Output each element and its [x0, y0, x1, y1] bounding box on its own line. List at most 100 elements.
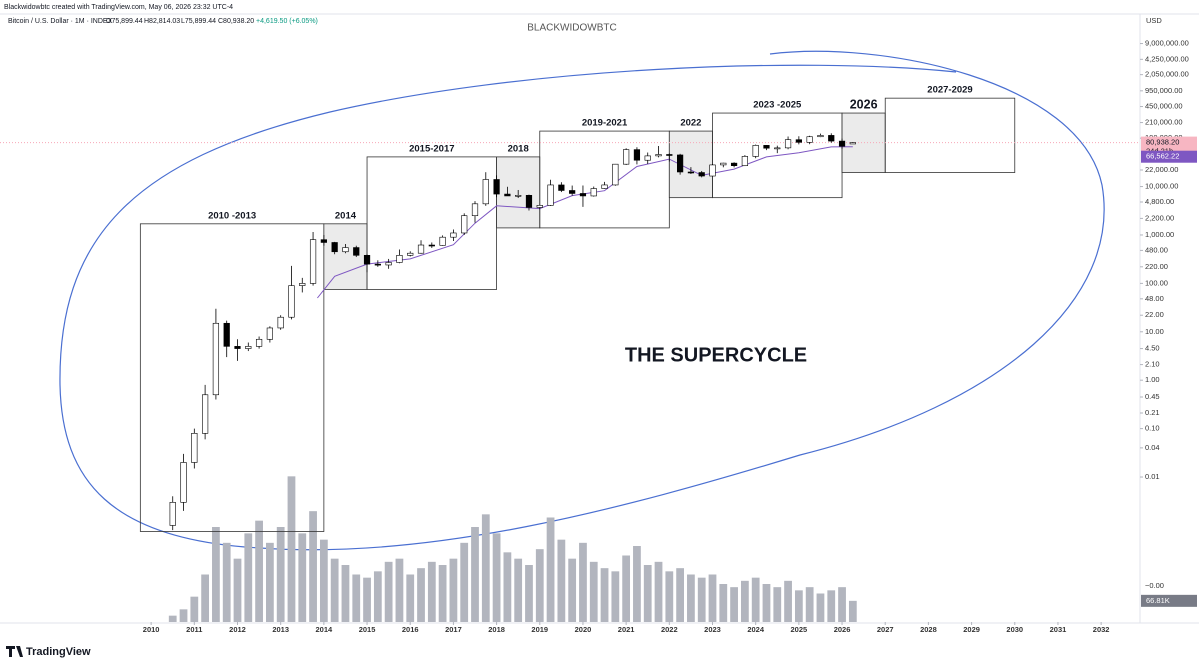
period-label: 2015-2017 — [409, 143, 454, 154]
candle-body — [396, 255, 403, 263]
candle-body — [579, 193, 587, 197]
x-tick-label: 2017 — [445, 625, 462, 634]
volume-bar — [784, 580, 792, 622]
candle-body — [309, 239, 317, 284]
candle-body — [223, 322, 230, 347]
volume-bar — [266, 542, 274, 622]
x-tick-label: 2021 — [618, 625, 635, 634]
x-tick-label: 2030 — [1006, 625, 1023, 634]
volume-bar — [719, 584, 728, 622]
volume-bar — [168, 615, 177, 622]
volume-bar — [676, 568, 684, 622]
x-tick-label: 2016 — [402, 625, 419, 634]
candle-body — [612, 163, 619, 186]
volume-bar — [438, 565, 447, 622]
candle-body — [471, 203, 479, 217]
creator: Blackwidowbtc created with TradingView.c… — [4, 4, 233, 11]
y-tick-label: 450,000.00 — [1145, 102, 1183, 111]
candle-body — [817, 135, 824, 138]
x-tick-label: 2028 — [920, 625, 937, 634]
volume-bar — [643, 565, 652, 622]
volume-bar — [212, 527, 220, 622]
volume-bar — [546, 517, 555, 622]
candle-body — [234, 346, 241, 349]
volume-bar — [589, 561, 598, 622]
y-tick-label: 48.00 — [1145, 294, 1164, 303]
volume-bar — [341, 565, 350, 622]
volume-bar — [427, 561, 436, 622]
period-label: 2019-2021 — [582, 118, 628, 129]
volume-bar — [579, 542, 587, 622]
volume-bar — [298, 533, 307, 622]
moving-average — [317, 146, 853, 299]
volume-bar — [838, 587, 846, 622]
x-tick-label: 2024 — [747, 625, 765, 634]
candle-body — [741, 156, 748, 166]
candle-body — [353, 247, 360, 256]
y-tick-label: 4,250,000.00 — [1145, 54, 1189, 63]
period-box — [323, 223, 368, 290]
candle-body — [547, 184, 554, 206]
candle-body — [536, 205, 543, 208]
volume-bar — [708, 574, 717, 622]
candle-body — [363, 255, 371, 265]
y-tick-label: 950,000.00 — [1145, 86, 1183, 95]
candle-body — [515, 195, 522, 197]
currency: USD — [1146, 16, 1162, 25]
candle-body — [180, 462, 187, 503]
y-tick-label: 1,000.00 — [1145, 230, 1174, 239]
volume-bar — [535, 549, 544, 622]
symbol: Bitcoin / U.S. Dollar · 1M · INDEX — [8, 18, 113, 25]
candle-body — [601, 184, 608, 189]
period-label: 2010 -2013 — [208, 210, 256, 221]
candle-body — [342, 247, 349, 253]
y-tick-label: 22.00 — [1145, 310, 1164, 319]
volume-bar — [352, 574, 361, 622]
ma-price-box — [1141, 150, 1197, 163]
candle-body — [374, 263, 381, 266]
volume-bar — [741, 580, 749, 622]
candle-body — [655, 154, 662, 157]
volume-bar — [600, 568, 609, 622]
volume-bar — [492, 533, 501, 622]
candle-body — [493, 179, 500, 195]
candle-body — [838, 140, 846, 147]
y-tick-label: 0.21 — [1145, 408, 1160, 417]
volume-bar — [622, 555, 631, 622]
candle-body — [806, 136, 813, 143]
last-price-label: 80,938.20 — [1146, 138, 1179, 147]
candle-body — [709, 164, 716, 177]
y-tick-label: 0.04 — [1145, 443, 1160, 452]
y-tick-label: 0.01 — [1145, 472, 1160, 481]
y-tick-label: 10.00 — [1145, 327, 1164, 336]
candle-body — [191, 433, 198, 463]
brand: TradingView — [26, 646, 91, 658]
volume-bar — [190, 596, 199, 622]
volume-bar — [309, 511, 317, 622]
y-tick-label: 4,800.00 — [1145, 197, 1174, 206]
candle-body — [720, 162, 727, 166]
x-tick-label: 2032 — [1093, 625, 1110, 634]
volume-bar — [330, 558, 339, 622]
volume-bar — [665, 571, 674, 622]
volume-bar — [557, 539, 566, 622]
volume-bar — [568, 558, 577, 622]
candle-body — [558, 184, 565, 191]
candle-body — [569, 190, 576, 194]
volume-bar — [751, 577, 760, 622]
volume-bar — [762, 584, 771, 622]
volume-bar — [179, 609, 188, 622]
volume-bar — [449, 558, 458, 622]
volume-bar — [201, 574, 209, 622]
x-tick-label: 2020 — [575, 625, 592, 634]
period-label: 2022 — [680, 118, 701, 129]
x-tick-label: 2023 — [704, 625, 721, 634]
candle-body — [277, 316, 284, 329]
volume-bar — [730, 587, 738, 622]
candle-body — [504, 193, 511, 197]
volume-bar — [503, 552, 512, 622]
y-tick-label: 22,000.00 — [1145, 165, 1178, 174]
annotation-title: THE SUPERCYCLE — [625, 344, 807, 366]
y-tick-label: 100.00 — [1145, 278, 1168, 287]
